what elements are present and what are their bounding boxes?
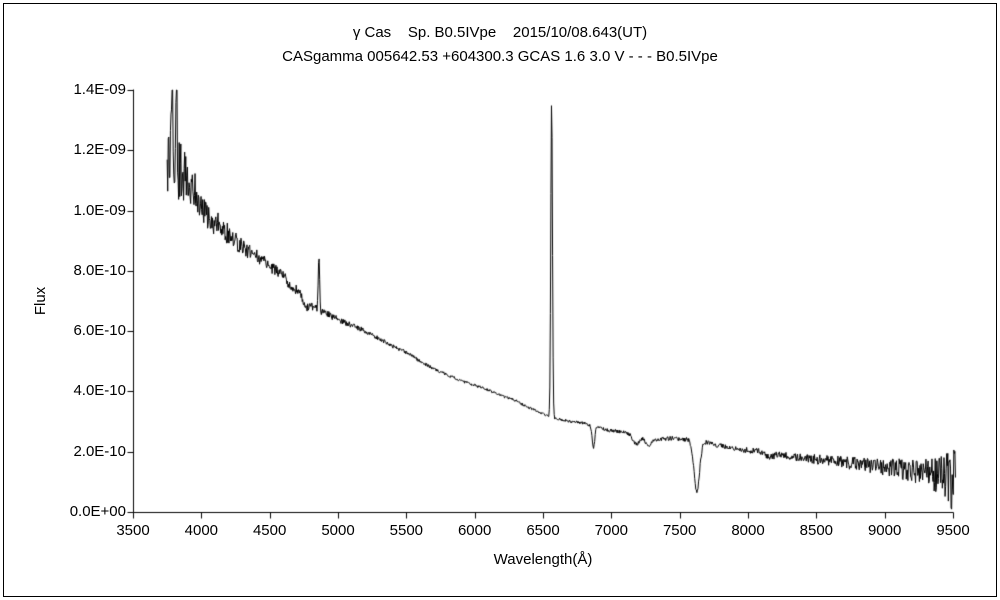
y-axis-label: Flux: [32, 286, 49, 316]
x-axis-label: Wavelength(Å): [493, 551, 593, 568]
chart-title: γ Cas Sp. B0.5IVpe 2015/10/08.643(UT): [352, 24, 648, 41]
chart-subtitle: CASgamma 005642.53 +604300.3 GCAS 1.6 3.…: [282, 48, 718, 65]
